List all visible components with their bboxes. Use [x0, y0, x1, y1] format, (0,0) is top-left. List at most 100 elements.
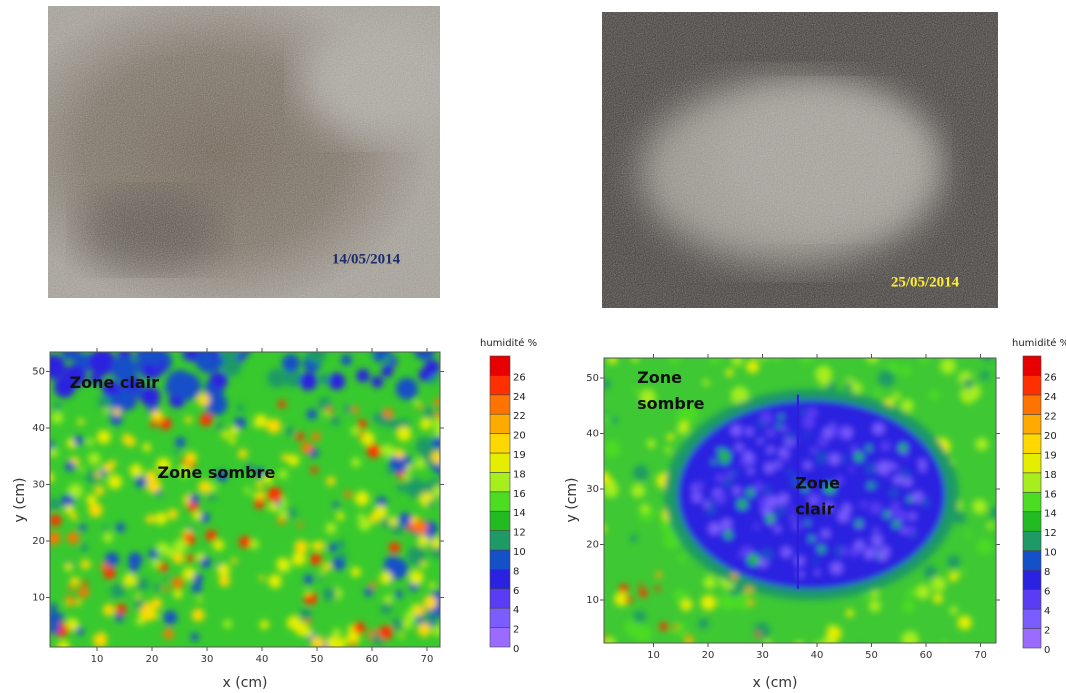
heat-blob: [902, 600, 915, 613]
heat-blob: [826, 626, 841, 641]
heat-blob: [737, 499, 747, 509]
heat-blob: [65, 461, 75, 471]
heat-blob: [855, 452, 864, 461]
heat-blob: [633, 610, 645, 622]
heat-blob: [764, 463, 774, 473]
annotation-line: sombre: [637, 394, 705, 413]
colorbar-label: 0: [1044, 645, 1050, 656]
heat-blob: [351, 458, 360, 467]
colorbar-label: 20: [1044, 431, 1057, 442]
heat-blob: [889, 488, 898, 497]
heat-blob: [97, 632, 106, 641]
heat-blob: [746, 489, 754, 497]
heat-blob: [128, 553, 142, 567]
heat-blob: [323, 587, 337, 601]
heat-blob: [601, 379, 611, 389]
heat-blob: [779, 448, 789, 458]
heat-blob: [427, 500, 434, 507]
heat-blob: [792, 522, 801, 531]
colorbar-label: 2: [513, 625, 519, 636]
heat-blob: [958, 568, 965, 575]
heat-blob: [916, 584, 931, 599]
heat-blob: [389, 542, 400, 553]
heat-blob: [655, 586, 660, 591]
heat-blob: [144, 343, 164, 363]
colorbar-label: 8: [1044, 567, 1050, 578]
heat-blob: [778, 493, 788, 503]
heat-blob: [846, 609, 854, 617]
heat-blob: [749, 600, 755, 606]
heat-blob: [429, 582, 435, 588]
heat-blob: [633, 465, 648, 480]
heat-blob: [89, 503, 103, 517]
heat-blob: [384, 408, 393, 417]
colorbar-label: 16: [513, 489, 526, 500]
heat-blob: [762, 512, 767, 517]
heat-blob: [747, 468, 753, 474]
heat-blob: [384, 595, 393, 604]
heat-blob: [313, 352, 323, 362]
heat-blob: [307, 409, 317, 419]
heat-blob: [731, 425, 742, 436]
heat-blob: [70, 576, 80, 586]
heat-blob: [407, 524, 413, 530]
heat-blob: [298, 522, 303, 527]
heat-blob: [336, 512, 344, 520]
heat-blob: [421, 561, 428, 568]
heat-blob: [325, 523, 336, 534]
heat-blob: [244, 487, 250, 493]
heat-blob: [282, 454, 290, 462]
heat-blob: [433, 626, 443, 636]
heat-blob: [267, 368, 286, 387]
colorbar-label: 8: [513, 566, 519, 577]
heat-blob: [787, 470, 792, 475]
heat-blob: [889, 463, 895, 469]
heat-blob: [55, 404, 60, 409]
heat-blob: [397, 483, 406, 492]
heat-blob: [746, 587, 753, 594]
heat-blob: [213, 540, 224, 551]
y-tick-label: 10: [586, 595, 599, 606]
heat-blob: [924, 565, 937, 578]
heat-blob: [774, 526, 780, 532]
heat-blob: [726, 369, 734, 377]
heat-blob: [716, 474, 724, 482]
x-tick-label: 20: [146, 654, 159, 665]
heat-blob: [685, 635, 694, 644]
heat-blob: [982, 350, 993, 361]
x-tick-label: 40: [811, 650, 824, 661]
heat-blob: [65, 601, 70, 606]
heat-blob: [864, 548, 875, 559]
x-tick-label: 60: [366, 654, 379, 665]
colorbar-cell: [490, 531, 510, 550]
heat-blob: [159, 563, 168, 572]
heat-blob: [911, 533, 916, 538]
heat-blob: [781, 547, 791, 557]
heat-blob: [208, 493, 217, 502]
heat-blob: [292, 552, 306, 566]
y-tick-label: 30: [586, 484, 599, 495]
heat-blob: [231, 558, 237, 564]
colorbar-cell: [1023, 551, 1041, 570]
heat-blob: [659, 622, 668, 631]
colorbar-label: 14: [513, 508, 526, 519]
heat-blob: [211, 372, 228, 389]
heat-blob: [893, 475, 902, 484]
heat-blob: [698, 618, 709, 629]
heat-blob: [311, 542, 317, 548]
heat-blob: [405, 611, 417, 623]
heat-blob: [432, 451, 444, 463]
heat-blob: [895, 466, 900, 471]
heat-blob: [123, 573, 136, 586]
heat-blob: [319, 570, 324, 575]
heat-blob: [754, 523, 760, 529]
heat-blob: [940, 358, 956, 374]
colorbar-cell: [490, 375, 510, 394]
heat-blob: [229, 426, 238, 435]
heat-blob: [381, 366, 393, 378]
heat-blob: [299, 372, 317, 390]
heat-blob: [310, 553, 322, 565]
colorbar-cell: [490, 472, 510, 491]
heat-blob: [779, 415, 784, 420]
heat-blob: [382, 445, 395, 458]
